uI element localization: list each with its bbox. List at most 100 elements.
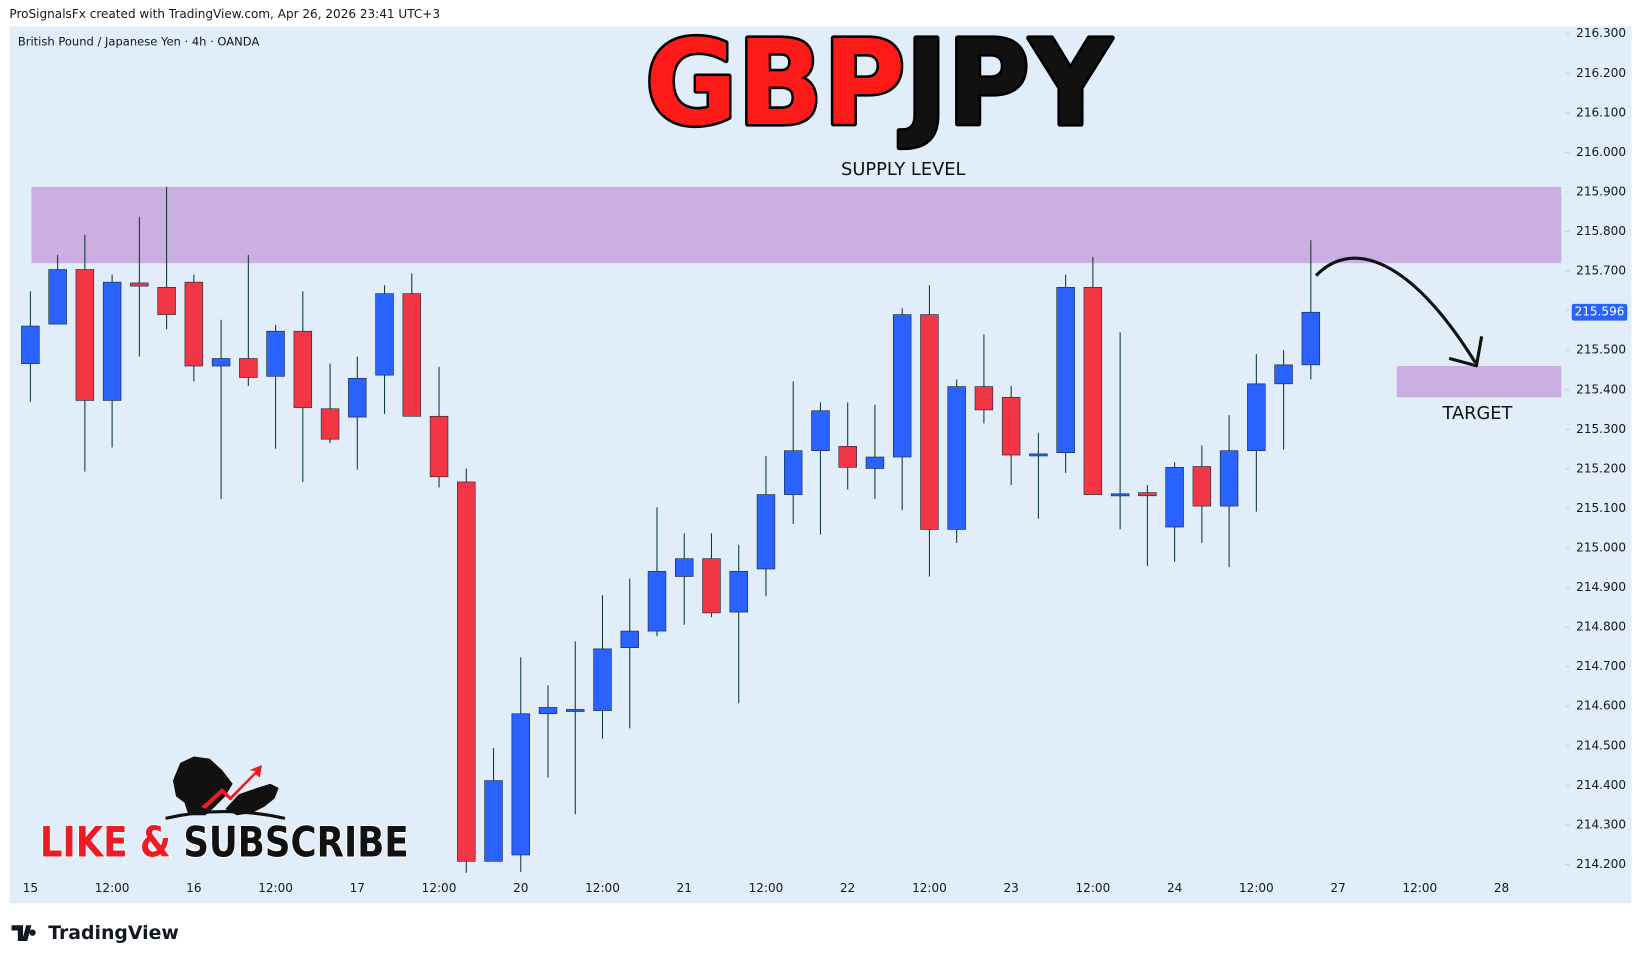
x-tick-label: 20 — [513, 881, 528, 895]
y-tick-label: 214.900 — [1576, 580, 1626, 594]
projection-arrowhead — [1448, 336, 1484, 368]
cta-part: LIKE & — [40, 817, 171, 866]
candle-body — [1029, 453, 1048, 457]
candles — [21, 186, 1321, 873]
candle-body — [239, 358, 258, 378]
y-tick-label: 215.100 — [1576, 501, 1626, 515]
y-tick-label: 215.000 — [1576, 541, 1626, 555]
projection-arrow — [1314, 256, 1477, 364]
candle-body — [375, 293, 394, 376]
zones: SUPPLY LEVEL TARGET — [31, 159, 1562, 424]
title-part: JPY — [899, 15, 1113, 152]
header: ProSignalsFx created with TradingView.co… — [9, 7, 440, 21]
candle-body — [783, 450, 803, 495]
candle-body — [593, 648, 612, 711]
x-tick-label: 12:00 — [258, 881, 293, 895]
y-tick-label: 214.700 — [1576, 659, 1626, 673]
x-tick-label: 12:00 — [1402, 881, 1437, 895]
bull-icon — [225, 783, 279, 816]
candle-body — [1301, 311, 1321, 366]
x-tick-label: 21 — [677, 881, 692, 895]
candle-body — [157, 286, 176, 315]
x-tick-label: 22 — [840, 881, 855, 895]
y-tick-label: 216.000 — [1576, 145, 1626, 159]
candle-body — [838, 446, 857, 468]
candle-body — [675, 558, 694, 577]
y-tick-label: 214.200 — [1576, 857, 1626, 871]
x-tick-label: 16 — [186, 881, 201, 895]
y-tick-label: 215.900 — [1576, 184, 1626, 198]
y-tick-label: 214.600 — [1576, 699, 1626, 713]
candle-body — [1001, 396, 1021, 456]
candle-body — [266, 330, 285, 377]
bear-icon — [172, 756, 233, 816]
candle-body — [1219, 450, 1239, 507]
candle-body — [1083, 286, 1103, 495]
x-tick-label: 28 — [1494, 881, 1509, 895]
candle-body — [457, 481, 476, 862]
x-tick-label: 12:00 — [749, 881, 784, 895]
x-tick-label: 12:00 — [1076, 881, 1111, 895]
zone — [1396, 366, 1562, 398]
candle-body — [48, 269, 67, 325]
candle-body — [566, 709, 585, 712]
candle-body — [538, 707, 558, 715]
chart-title: GBPJPY — [645, 15, 1113, 152]
candle-body — [702, 558, 721, 614]
cta-part: SUBSCRIBE — [171, 817, 409, 866]
last-price-label: 215.596 — [1575, 305, 1625, 319]
candle-body — [947, 386, 966, 530]
candle-body — [1247, 383, 1266, 452]
zone — [31, 186, 1562, 264]
y-tick-label: 216.300 — [1576, 26, 1626, 40]
x-tick-label: 24 — [1167, 881, 1182, 895]
candle-body — [756, 494, 776, 570]
y-tick-label: 215.700 — [1576, 264, 1626, 278]
candle-body — [511, 713, 530, 856]
y-tick-label: 214.300 — [1576, 817, 1626, 831]
candle-body — [1165, 466, 1184, 528]
candle-body — [1056, 286, 1075, 453]
logo-base — [165, 809, 286, 820]
x-tick-label: 12:00 — [95, 881, 130, 895]
axes: 214.200 214.300 214.400 214.500 214.600 214.7… — [23, 26, 1628, 895]
y-tick-label: 216.100 — [1576, 105, 1626, 119]
footer-logo: TradingView — [11, 922, 179, 944]
candle-body — [892, 314, 912, 458]
candle-body — [729, 571, 748, 613]
candle-body — [21, 325, 40, 364]
x-tick-label: 15 — [23, 881, 38, 895]
candle-body — [75, 269, 95, 401]
candle-body — [429, 415, 449, 478]
candle-body — [320, 408, 340, 440]
x-tick-label: 27 — [1330, 881, 1345, 895]
y-tick-label: 215.800 — [1576, 224, 1626, 238]
logo-arrow — [201, 764, 262, 809]
y-tick-label: 214.400 — [1576, 778, 1626, 792]
candle-body — [865, 456, 885, 469]
candle-body — [102, 281, 122, 401]
logo — [165, 756, 286, 820]
chart-subtitle: British Pound / Japanese Yen · 4h · OAND… — [18, 34, 260, 48]
zone-label: SUPPLY LEVEL — [841, 159, 965, 180]
candle-body — [647, 571, 667, 632]
title-part: GBP — [645, 15, 906, 152]
call-to-action: LIKE & SUBSCRIBE — [40, 817, 409, 866]
y-tick-label: 214.800 — [1576, 620, 1626, 634]
candle-body — [1192, 466, 1212, 507]
candle-body — [974, 386, 994, 411]
footer-text: TradingView — [48, 922, 179, 944]
x-tick-label: 23 — [1003, 881, 1018, 895]
x-tick-label: 12:00 — [585, 881, 620, 895]
y-tick-label: 215.500 — [1576, 343, 1626, 357]
y-tick-label: 215.300 — [1576, 422, 1626, 436]
candle-body — [920, 314, 939, 530]
candle-body — [293, 330, 313, 408]
candle-body — [620, 630, 639, 649]
candle-body — [1138, 492, 1157, 497]
zone-label: TARGET — [1441, 403, 1512, 424]
candle-body — [348, 377, 367, 418]
candle-body — [484, 780, 503, 862]
